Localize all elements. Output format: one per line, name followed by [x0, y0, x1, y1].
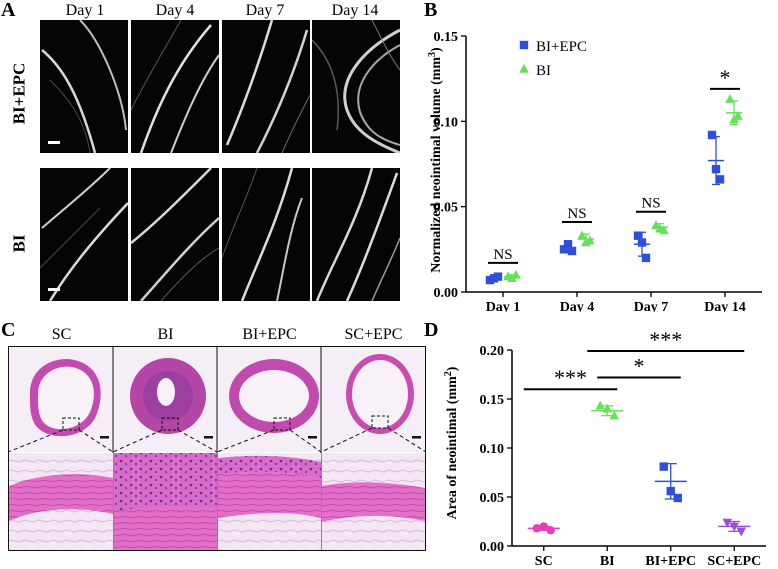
- chart-d-point: [539, 522, 548, 531]
- histology-bi-epc-zoom: [218, 453, 321, 550]
- chart-b-sig-label: NS: [641, 196, 660, 212]
- micrograph-bi-epc-day1: [40, 20, 128, 153]
- chart-b-legend-marker: [519, 63, 529, 73]
- chart-b-sig-label: *: [720, 65, 731, 90]
- micrograph-bi-day7: [222, 168, 310, 301]
- chart-b-ytick-label: 0.10: [434, 115, 459, 130]
- chart-d-point: [673, 493, 682, 503]
- chart-d-xtick-label: SC: [535, 554, 553, 569]
- chart-d-point: [595, 400, 605, 410]
- chart-b-point: [633, 231, 643, 240]
- chart-b-xtick-label: Day 14: [704, 300, 746, 312]
- histology-bi-overview: [130, 358, 213, 439]
- histology-sc-overview: [29, 359, 109, 439]
- chart-d-xtick-label: BI+EPC: [645, 554, 696, 569]
- chart-d-ytick-label: 0.05: [480, 491, 505, 506]
- chart-b-point: [559, 245, 569, 254]
- chart-d-ytick-label: 0.15: [480, 393, 505, 408]
- panel-c-col-bi: BI: [157, 326, 174, 343]
- chart-d-xtick-label: SC+EPC: [707, 554, 761, 569]
- histology-bi-zoom: [114, 453, 217, 550]
- chart-d-point: [609, 410, 619, 420]
- panel-a-row-bi-epc: BI+EPC: [9, 62, 29, 125]
- chart-b-point: [567, 246, 577, 256]
- chart-d-ytick-label: 0.20: [480, 344, 505, 359]
- chart-b-ytick-label: 0.00: [434, 286, 459, 301]
- chart-b-point: [725, 93, 735, 103]
- panel-c-label: C: [1, 319, 16, 341]
- chart-b-ytick-label: 0.15: [434, 30, 459, 45]
- chart-b-sig-label: NS: [567, 206, 586, 222]
- chart-d-sig-label: *: [634, 353, 645, 378]
- panel-a-label: A: [1, 0, 16, 21]
- chart-d-point: [736, 527, 746, 537]
- panel-c-col-sc-epc: SC+EPC: [344, 326, 403, 343]
- panel-a-col-day1: Day 1: [65, 2, 105, 19]
- chart-b-xtick-label: Day 1: [486, 300, 521, 312]
- chart-b-point: [585, 235, 595, 245]
- chart-b-point: [577, 230, 587, 240]
- chart-d-point: [666, 486, 675, 496]
- micrograph-bi-day1: [40, 168, 128, 301]
- chart-b-ylabel: Normalized neointimal volume (mm3): [427, 47, 444, 273]
- chart-d-point: [722, 518, 732, 528]
- chart-b: Normalized neointimal volume (mm3) 0.00 0…: [427, 30, 762, 312]
- chart-b-ytick-label: 0.05: [434, 201, 459, 216]
- chart-b-point: [711, 164, 721, 174]
- chart-b-point: [733, 111, 743, 120]
- panel-b-label: B: [424, 0, 438, 21]
- chart-b-xtick-label: Day 7: [634, 300, 669, 312]
- panel-a-col-day7: Day 7: [245, 2, 285, 19]
- histology-bi-epc-overview: [229, 359, 319, 439]
- chart-d-sig-label: ***: [649, 327, 682, 352]
- chart-b-point: [715, 175, 725, 184]
- chart-d-point: [546, 526, 555, 535]
- micrograph-bi-day4: [131, 168, 219, 301]
- chart-b-point: [641, 253, 651, 263]
- chart-d-point: [532, 524, 541, 533]
- panel-d-label: D: [424, 319, 439, 341]
- chart-d-ylabel: Area of neointimal (mm2): [443, 366, 460, 519]
- chart-b-point: [659, 225, 669, 235]
- histology-sc-epc-overview: [346, 354, 421, 439]
- panel-a-col-day4: Day 4: [155, 2, 195, 19]
- micrograph-bi-epc-day7: [222, 20, 310, 153]
- panel-a-col-day14: Day 14: [331, 2, 379, 19]
- chart-d-ytick-label: 0.10: [480, 442, 505, 457]
- chart-b-point: [511, 269, 521, 279]
- chart-d-ytick-label: 0.00: [480, 540, 505, 555]
- chart-b-legend-marker: [519, 40, 529, 50]
- chart-d-point: [602, 403, 612, 413]
- chart-b-point: [563, 240, 573, 249]
- chart-d-xtick-label: BI: [600, 554, 615, 569]
- chart-b-point: [637, 238, 647, 247]
- panel-c-col-sc: SC: [51, 326, 72, 343]
- chart-b-sig-label: NS: [493, 247, 512, 263]
- chart-d: Area of neointimal (mm2) 0.00 0.05 0.10 0.1…: [443, 327, 766, 569]
- chart-d-point: [729, 522, 739, 532]
- chart-b-point: [493, 272, 503, 281]
- chart-b-legend-label: BI+EPC: [536, 39, 587, 55]
- histology-sc-epc-zoom: [322, 453, 425, 550]
- micrograph-bi-epc-day14: [312, 20, 400, 153]
- micrograph-bi-day14: [312, 168, 400, 301]
- micrograph-bi-epc-day4: [131, 20, 219, 153]
- histology-sc-zoom: [9, 453, 113, 550]
- chart-d-sig-label: ***: [554, 365, 587, 390]
- panel-a-row-bi: BI: [9, 234, 29, 253]
- panel-c-col-bi-epc: BI+EPC: [242, 326, 297, 343]
- chart-d-point: [659, 462, 668, 471]
- chart-b-point: [707, 130, 717, 140]
- chart-b-legend-label: BI: [536, 63, 551, 79]
- chart-b-xtick-label: Day 4: [560, 300, 595, 312]
- histology-panel: [8, 346, 426, 551]
